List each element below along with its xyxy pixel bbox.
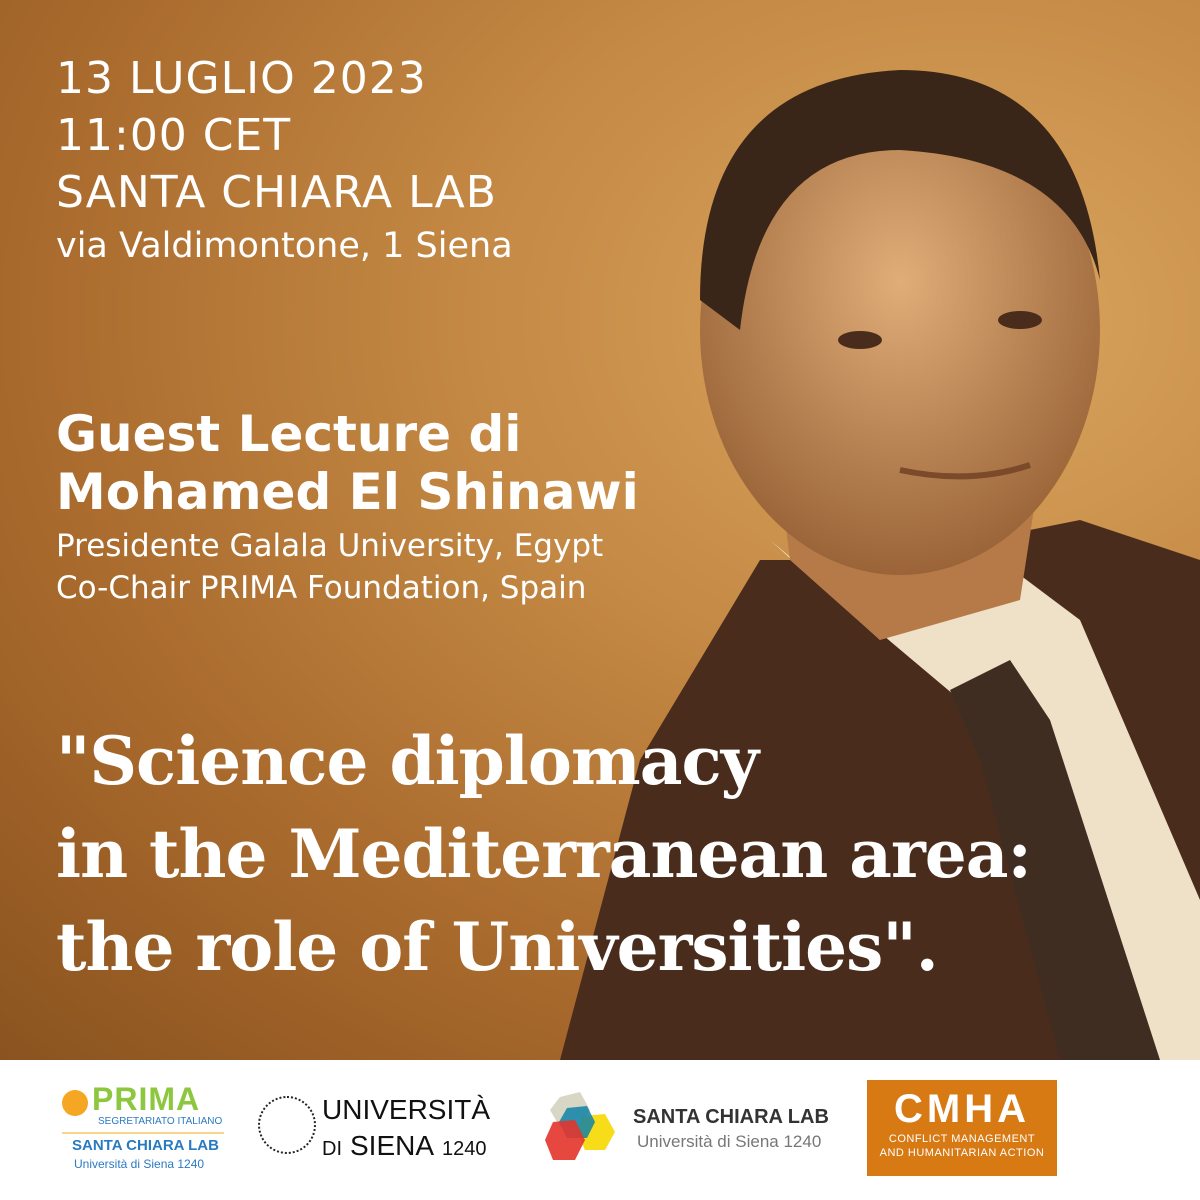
speaker-intro: Guest Lecture di: [56, 405, 522, 463]
cmha-line1: CONFLICT MANAGEMENT: [888, 1133, 1036, 1145]
event-venue: SANTA CHIARA LAB: [56, 167, 497, 218]
cmha-logo: CMHA CONFLICT MANAGEMENT AND HUMANITARIA…: [867, 1080, 1057, 1176]
unisi-di: DI: [322, 1138, 342, 1160]
cmha-name: CMHA: [894, 1087, 1030, 1131]
prima-sub: SEGRETARIATO ITALIANO: [98, 1116, 223, 1127]
event-time: 11:00 CET: [56, 110, 292, 161]
unisi-logo: UNIVERSITÀ DI SIENA 1240: [258, 1094, 518, 1170]
tie: [950, 660, 1160, 1060]
event-address: via Valdimontone, 1 Siena: [56, 226, 513, 266]
mouth: [899, 462, 1031, 480]
speaker-role-2: Co-Chair PRIMA Foundation, Spain: [56, 570, 587, 606]
unisi-siena: SIENA: [350, 1130, 435, 1161]
hexagons-icon: [545, 1092, 615, 1160]
head: [700, 85, 1100, 575]
prima-name: PRIMA: [92, 1081, 201, 1117]
prima-lab: SANTA CHIARA LAB: [72, 1137, 219, 1154]
unisi-seal-icon: [258, 1096, 316, 1154]
unisi-line1: UNIVERSITÀ: [322, 1094, 491, 1125]
left-eye: [838, 331, 882, 349]
speaker-portrait: [560, 70, 1200, 1060]
partner-logos: PRIMA SEGRETARIATO ITALIANO SANTA CHIARA…: [0, 1060, 1200, 1200]
prima-uni: Università di Siena 1240: [74, 1157, 205, 1171]
lecture-title-1: "Science diplomacy: [56, 722, 759, 800]
prima-logo: PRIMA SEGRETARIATO ITALIANO SANTA CHIARA…: [60, 1082, 235, 1182]
bulb-icon: [62, 1090, 88, 1116]
speaker-name: Mohamed El Shinawi: [56, 463, 639, 521]
divider: [62, 1132, 224, 1134]
lecture-title-2: in the Mediterranean area:: [56, 815, 1032, 893]
cmha-line2: AND HUMANITARIAN ACTION: [879, 1147, 1045, 1159]
event-date: 13 LUGLIO 2023: [56, 53, 427, 104]
scl-name: SANTA CHIARA LAB: [633, 1106, 829, 1128]
unisi-year: 1240: [442, 1138, 487, 1160]
scl-sub: Università di Siena 1240: [637, 1132, 822, 1151]
hero-section: 13 LUGLIO 2023 11:00 CET SANTA CHIARA LA…: [0, 0, 1200, 1060]
speaker-role-1: Presidente Galala University, Egypt: [56, 528, 604, 564]
hair: [700, 70, 1100, 330]
lecture-title-3: the role of Universities".: [56, 908, 939, 986]
right-eye: [998, 311, 1042, 329]
santa-chiara-lab-logo: SANTA CHIARA LAB Università di Siena 124…: [545, 1092, 845, 1164]
